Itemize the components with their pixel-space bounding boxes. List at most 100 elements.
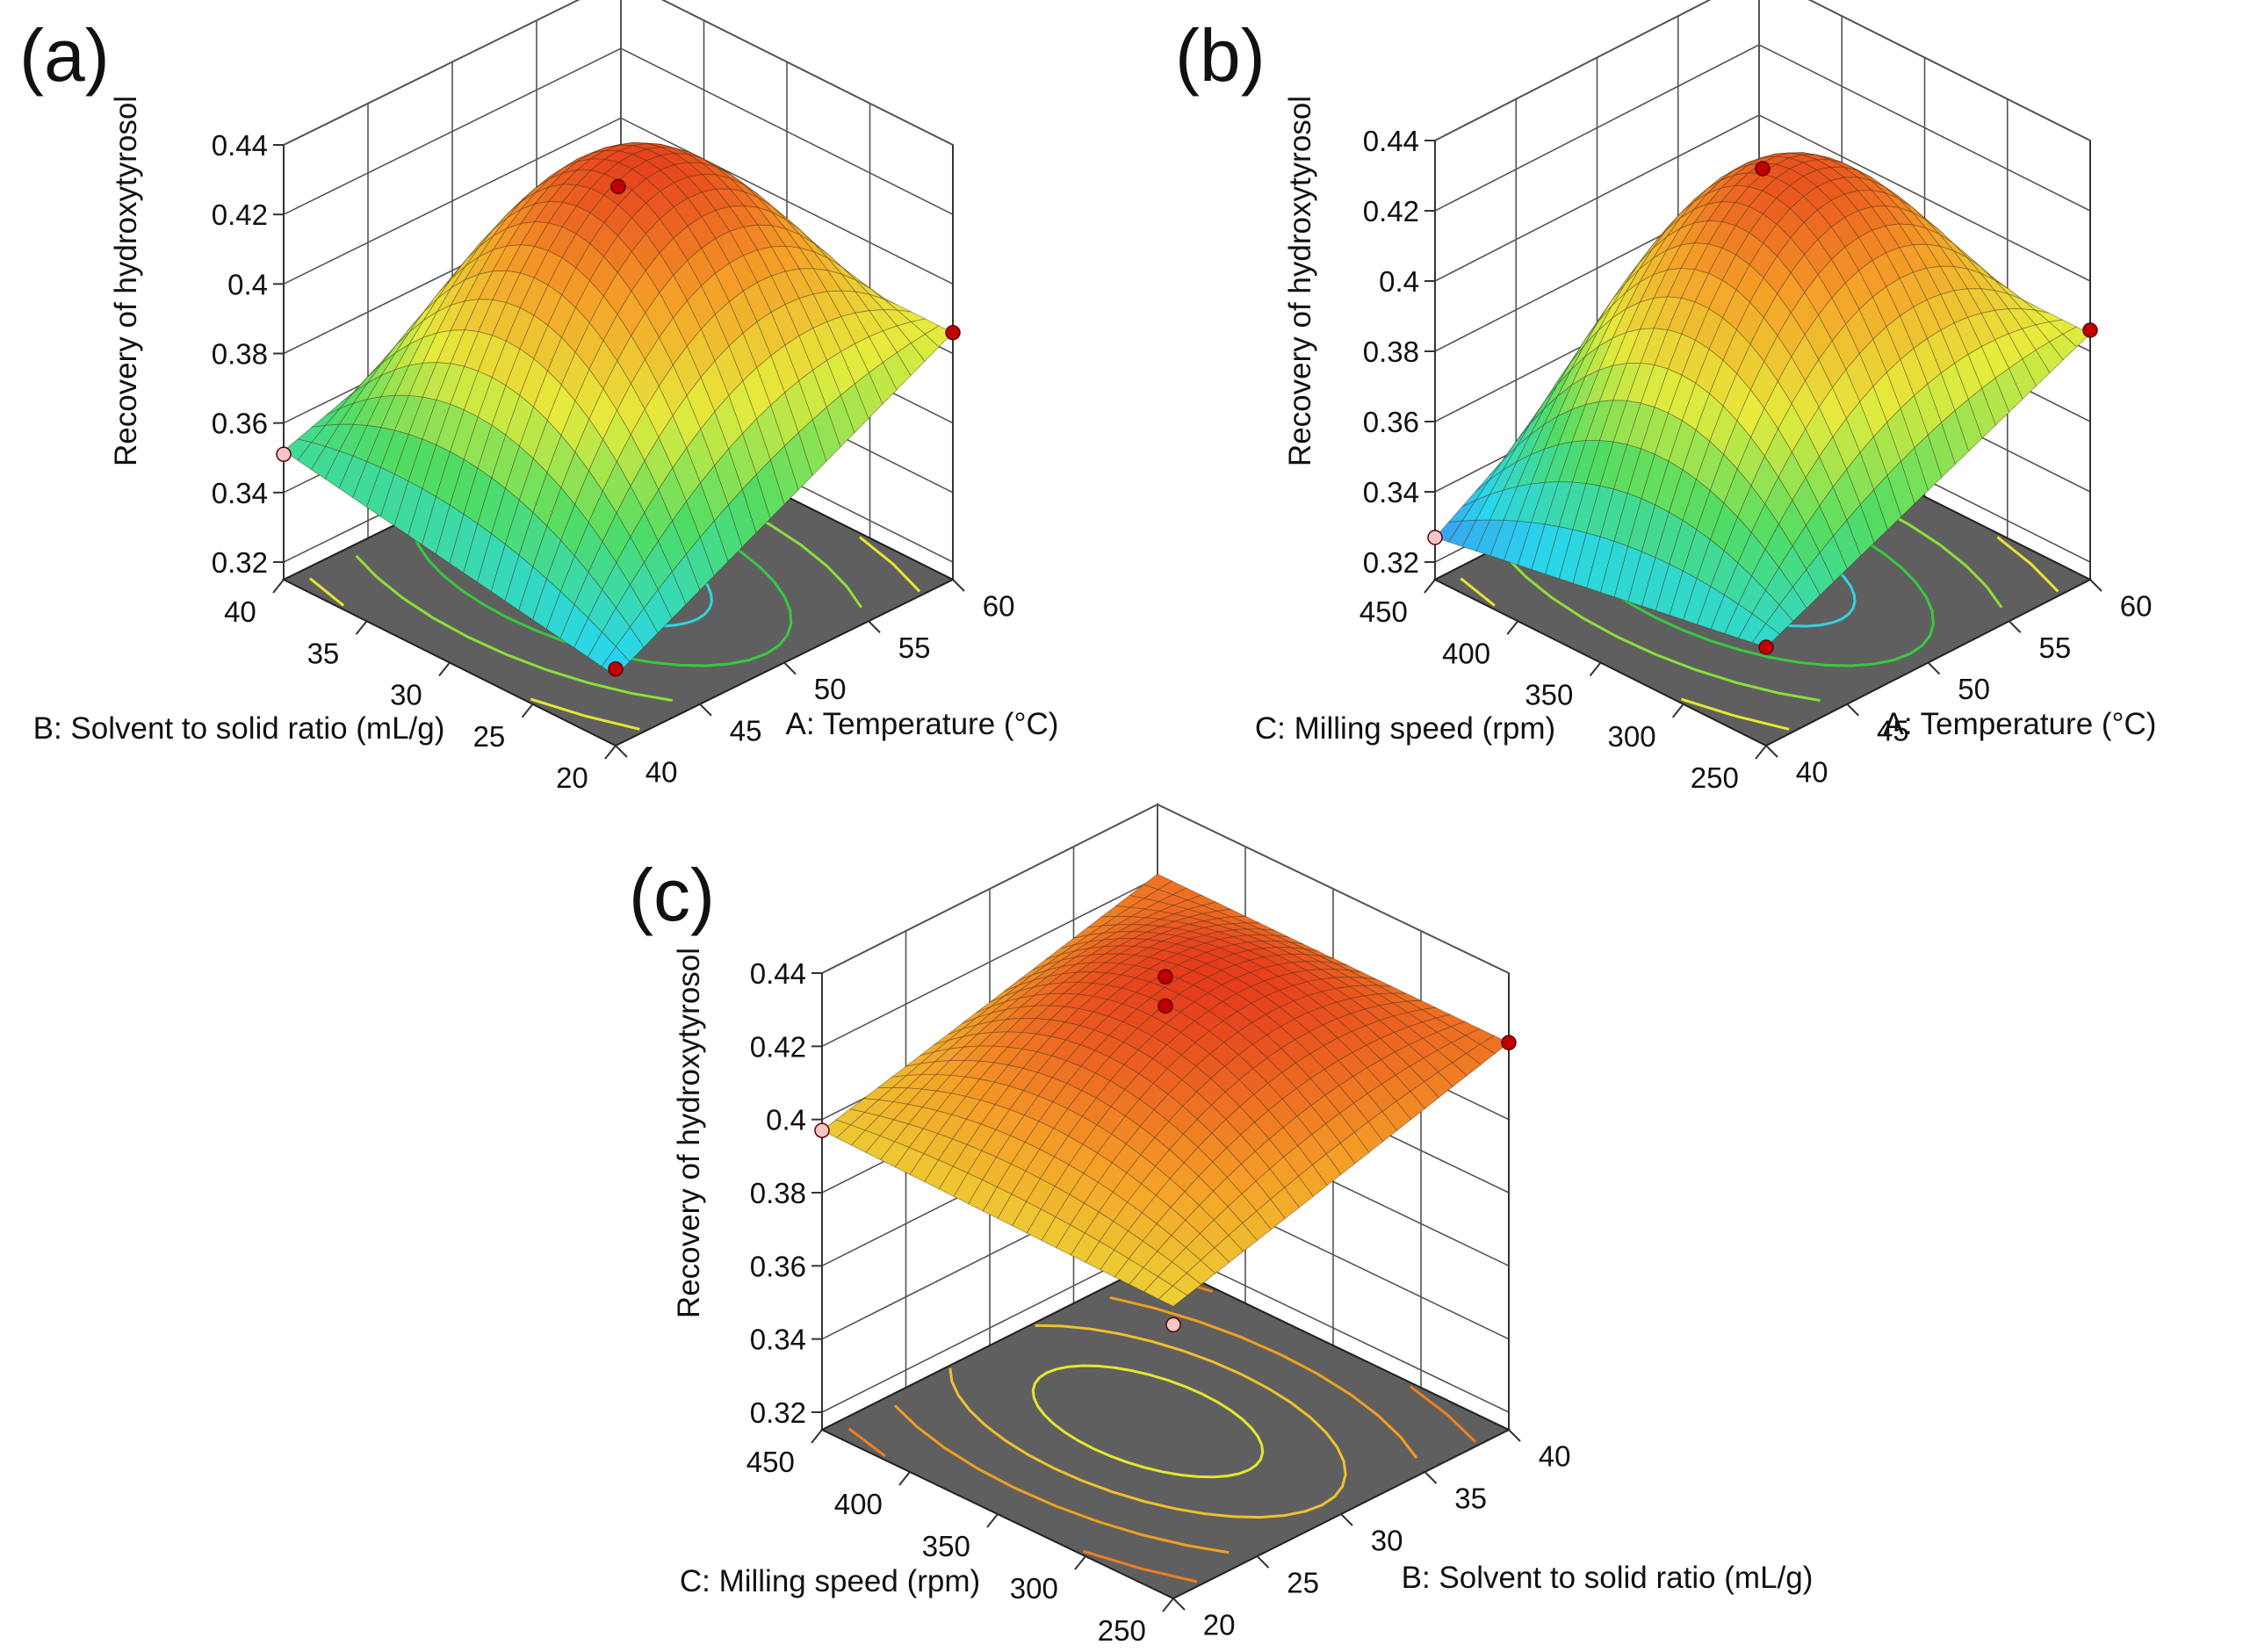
surface-cell: [1900, 394, 1929, 449]
surface-cell: [1081, 1097, 1112, 1126]
chart-panel-a: 0.32 0.34 0.36 0.38 0.4 0.42 0.44 Recovery of h…: [19, 0, 1058, 794]
y-tick-label: 300: [1010, 1572, 1058, 1605]
surface-cell: [1203, 918, 1232, 926]
x-tick: [1424, 1471, 1438, 1484]
surface-cell: [920, 1074, 952, 1092]
y-tick: [604, 745, 617, 760]
contour-line: [1280, 1353, 1418, 1460]
surface-cell: [1734, 172, 1763, 187]
surface-cell: [1680, 242, 1709, 271]
surface-cell: [1120, 964, 1150, 978]
surface-cell: [366, 466, 395, 517]
surface-cell: [1204, 931, 1234, 940]
surface-cell: [674, 148, 703, 159]
contour-line: [859, 536, 921, 593]
wall-gridline: [1434, 114, 2091, 282]
surface-cell: [1912, 267, 1942, 300]
surface-cell: [1251, 1014, 1281, 1035]
y-tick-label: 300: [1607, 720, 1655, 753]
z-axis-label: Recovery of hydroxytyrosol: [1283, 96, 1317, 466]
design-point: [610, 178, 626, 195]
surface-cell: [1392, 1000, 1423, 1014]
surface-cell: [1233, 934, 1263, 943]
x-tick: [1927, 661, 1941, 675]
surface-cell: [1323, 1037, 1353, 1062]
contour-line: [1031, 1364, 1265, 1479]
surface-cell: [1694, 272, 1723, 309]
surface-cell: [1801, 159, 1832, 171]
surface-cell: [1722, 289, 1751, 331]
surface-cell: [1350, 1008, 1381, 1027]
wall-gridline: [1434, 0, 2091, 141]
surface-cell: [951, 1118, 982, 1145]
surface-cell: [896, 321, 926, 344]
surface-cell: [1927, 422, 1956, 479]
surface-cell: [894, 1147, 925, 1175]
surface-cell: [1966, 256, 1994, 280]
y-tick: [1424, 579, 1436, 594]
surface-cell: [1174, 930, 1207, 940]
z-tick-label: 0.32: [1363, 546, 1419, 579]
chart-panel-b: 0.32 0.34 0.36 0.38 0.4 0.42 0.44 Recovery of h…: [1175, 0, 2156, 794]
surface-cell: [1046, 956, 1077, 971]
y-tick: [1506, 620, 1519, 635]
surface-cell: [811, 407, 841, 463]
design-point: [1758, 639, 1774, 655]
surface-cell: [1171, 1219, 1201, 1249]
surface-cell: [1097, 1133, 1127, 1164]
surface-cell: [1124, 1072, 1154, 1100]
surface-cell: [716, 167, 745, 185]
wall-gridline: [821, 804, 1510, 974]
surface-cell: [977, 1045, 1009, 1064]
design-point: [608, 660, 624, 677]
surface-cell: [1038, 1101, 1069, 1129]
design-point: [1501, 1035, 1517, 1050]
x-tick: [1256, 1555, 1270, 1569]
surface-cell: [997, 1194, 1028, 1227]
surface-cell: [827, 257, 856, 281]
design-point: [1158, 969, 1173, 985]
surface-cell: [979, 1081, 1010, 1106]
surface-cell: [1079, 1029, 1110, 1051]
surface-cell: [1251, 1034, 1282, 1059]
surface-cell: [1423, 1050, 1453, 1073]
y-tick: [898, 1471, 911, 1486]
surface-cell: [1196, 1104, 1227, 1134]
surface-cell: [1100, 1249, 1129, 1278]
surface-cell: [948, 1024, 977, 1041]
surface-cell: [1085, 1240, 1115, 1271]
surface-cell: [1242, 1210, 1272, 1241]
surface-cell: [1209, 1065, 1240, 1093]
surface-cell: [1297, 1164, 1328, 1197]
x-tick-label: 40: [1796, 756, 1828, 789]
surface-cell: [407, 487, 436, 545]
surface-cell: [841, 266, 870, 289]
surface-cell: [1857, 229, 1886, 262]
surface-cell: [1099, 1221, 1129, 1251]
surface-cell: [850, 1129, 881, 1153]
surface-cell: [1004, 979, 1034, 997]
surface-cell: [1138, 1057, 1168, 1085]
surface-cell: [699, 520, 729, 577]
surface-cell: [1134, 956, 1165, 970]
surface-cell: [934, 1035, 963, 1052]
z-axis-label: Recovery of hydroxytyrosol: [672, 948, 706, 1318]
z-tick-label: 0.34: [750, 1324, 806, 1356]
surface-cell: [1250, 980, 1280, 997]
surface-cell: [1186, 905, 1218, 914]
y-tick-label: 30: [390, 679, 422, 711]
surface-cell: [1406, 1009, 1438, 1023]
surface-cell: [1319, 969, 1351, 978]
z-axis-label: Recovery of hydroxytyrosol: [109, 96, 143, 466]
surface-cell: [1100, 915, 1133, 927]
surface-cell: [1276, 947, 1306, 955]
surface-cell: [1774, 157, 1805, 170]
surface-cell: [1898, 223, 1928, 246]
surface-cell: [1095, 1080, 1126, 1107]
surface-cell: [1953, 316, 1982, 356]
y-tick: [1589, 661, 1602, 677]
surface-cell: [1087, 924, 1118, 936]
y-tick-label: 20: [556, 761, 588, 794]
z-tick-label: 0.38: [1363, 335, 1419, 368]
